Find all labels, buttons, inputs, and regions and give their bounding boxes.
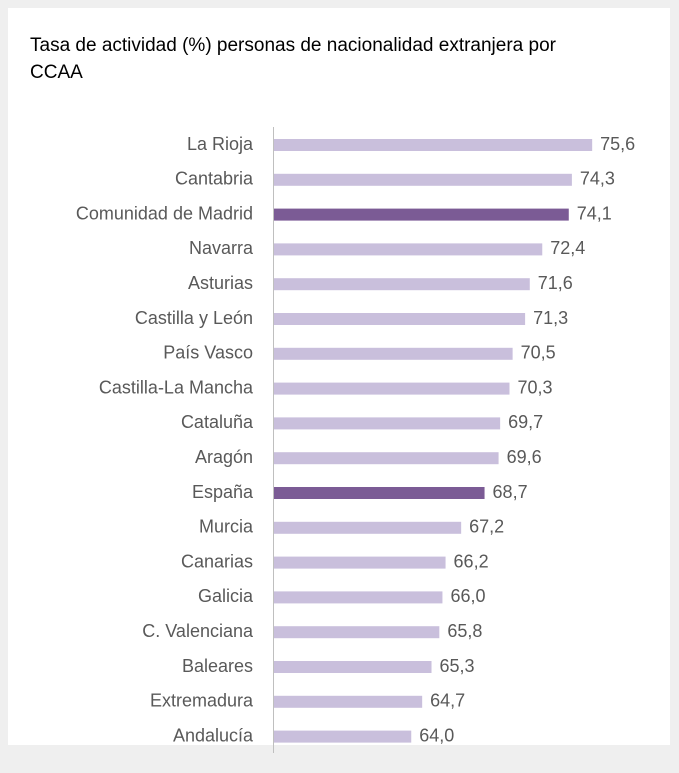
y-tick-label: Comunidad de Madrid [76, 203, 253, 223]
data-label: 66,2 [454, 551, 489, 571]
bar [274, 278, 530, 291]
y-tick-label: Galicia [198, 586, 254, 606]
y-tick-label: Canarias [181, 551, 253, 571]
bar [274, 173, 572, 186]
data-label: 66,0 [450, 586, 485, 606]
bar [274, 313, 526, 325]
data-label: 71,6 [538, 273, 573, 293]
data-label: 65,3 [440, 656, 475, 676]
y-tick-label: Baleares [182, 656, 253, 676]
data-label: 75,6 [600, 134, 635, 154]
bar [274, 382, 510, 395]
y-tick-label: Andalucía [173, 725, 254, 745]
y-tick-label: Asturias [188, 273, 253, 293]
bar [274, 661, 432, 673]
bar [274, 417, 501, 430]
chart-title: Tasa de actividad (%) personas de nacion… [30, 35, 556, 83]
bar [274, 521, 462, 534]
y-tick-label: Aragón [195, 447, 253, 467]
y-tick-label: Cantabria [175, 169, 254, 189]
bar [274, 347, 513, 360]
y-tick-label: Castilla-La Mancha [99, 377, 254, 397]
data-label: 71,3 [533, 308, 568, 328]
bar [274, 452, 499, 465]
data-label: 70,5 [521, 343, 556, 363]
bar [274, 139, 593, 151]
data-label: 64,0 [419, 725, 454, 745]
bar [274, 591, 443, 604]
data-label: 65,8 [447, 621, 482, 641]
y-tick-label: Murcia [199, 517, 254, 537]
y-tick-label: España [192, 482, 254, 502]
y-tick-label: Extremadura [150, 691, 254, 711]
y-tick-label: Cataluña [181, 412, 254, 432]
data-label: 74,3 [580, 169, 615, 189]
bar [274, 556, 446, 569]
bar [274, 695, 423, 708]
data-label: 69,7 [508, 412, 543, 432]
bar [274, 626, 440, 639]
chart-panel: Tasa de actividad (%) personas de nacion… [8, 8, 670, 745]
bar [274, 208, 569, 221]
y-tick-label: Navarra [189, 238, 254, 258]
y-tick-label: Castilla y León [135, 308, 253, 328]
data-label: 67,2 [469, 517, 504, 537]
bar [274, 243, 543, 256]
data-label: 69,6 [507, 447, 542, 467]
y-tick-label: País Vasco [163, 343, 253, 363]
data-label: 74,1 [577, 203, 612, 223]
bar [274, 730, 412, 743]
y-tick-label: C. Valenciana [142, 621, 254, 641]
bar [274, 487, 485, 499]
data-label: 72,4 [550, 238, 585, 258]
data-label: 70,3 [518, 377, 553, 397]
y-tick-label: La Rioja [187, 134, 254, 154]
data-label: 68,7 [493, 482, 528, 502]
data-label: 64,7 [430, 691, 465, 711]
